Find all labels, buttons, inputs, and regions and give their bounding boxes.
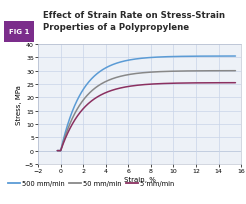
Legend: 500 mm/min, 50 mm/min, 5 mm/min: 500 mm/min, 50 mm/min, 5 mm/min bbox=[6, 177, 177, 189]
Text: Effect of Strain Rate on Stress-Strain: Effect of Strain Rate on Stress-Strain bbox=[43, 11, 225, 20]
X-axis label: Strain, %: Strain, % bbox=[124, 176, 155, 182]
Text: Properties of a Polypropylene: Properties of a Polypropylene bbox=[43, 23, 189, 32]
Y-axis label: Stress, MPa: Stress, MPa bbox=[16, 85, 22, 124]
Text: FIG 1: FIG 1 bbox=[9, 29, 29, 35]
